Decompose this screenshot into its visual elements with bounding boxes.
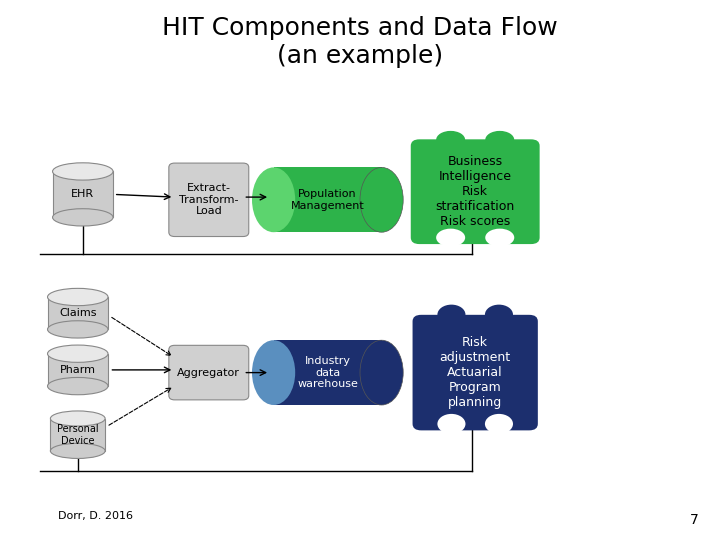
FancyBboxPatch shape [410,139,540,244]
Ellipse shape [48,377,108,395]
Text: 7: 7 [690,512,698,526]
Ellipse shape [50,443,105,458]
Text: Aggregator: Aggregator [177,368,240,377]
Ellipse shape [48,345,108,362]
Bar [274,167,382,232]
Text: EHR: EHR [71,190,94,199]
Ellipse shape [436,131,465,149]
Ellipse shape [360,340,403,405]
Text: Extract-
Transform-
Load: Extract- Transform- Load [179,183,238,217]
Text: Personal
Device: Personal Device [57,424,99,446]
Ellipse shape [485,228,514,247]
Text: Pharm: Pharm [60,365,96,375]
FancyBboxPatch shape [168,163,249,237]
Bar [274,340,382,405]
Ellipse shape [53,208,113,226]
Ellipse shape [485,305,513,325]
Text: Dorr, D. 2016: Dorr, D. 2016 [58,511,132,521]
Bar [274,167,382,232]
Bar [48,297,108,329]
Ellipse shape [436,228,465,247]
Text: Risk
adjustment
Actuarial
Program
planning: Risk adjustment Actuarial Program planni… [440,336,510,409]
Ellipse shape [53,163,113,180]
Text: Population
Management: Population Management [291,189,364,211]
Text: Industry
data
warehouse: Industry data warehouse [297,356,358,389]
FancyBboxPatch shape [413,315,538,430]
Bar [274,340,382,405]
Ellipse shape [485,131,514,149]
Text: HIT Components and Data Flow
(an example): HIT Components and Data Flow (an example… [162,16,558,68]
Ellipse shape [252,167,295,232]
Bar [53,172,113,217]
Text: Claims: Claims [59,308,96,318]
Ellipse shape [48,321,108,338]
Ellipse shape [485,414,513,434]
Bar [48,354,108,386]
Ellipse shape [252,340,295,405]
Ellipse shape [50,411,105,426]
Text: Business
Intelligence
Risk
stratification
Risk scores: Business Intelligence Risk stratificatio… [436,155,515,228]
Bar [50,418,105,451]
Ellipse shape [360,167,403,232]
Ellipse shape [438,414,466,434]
Ellipse shape [48,288,108,306]
Ellipse shape [438,305,466,325]
FancyBboxPatch shape [168,346,249,400]
